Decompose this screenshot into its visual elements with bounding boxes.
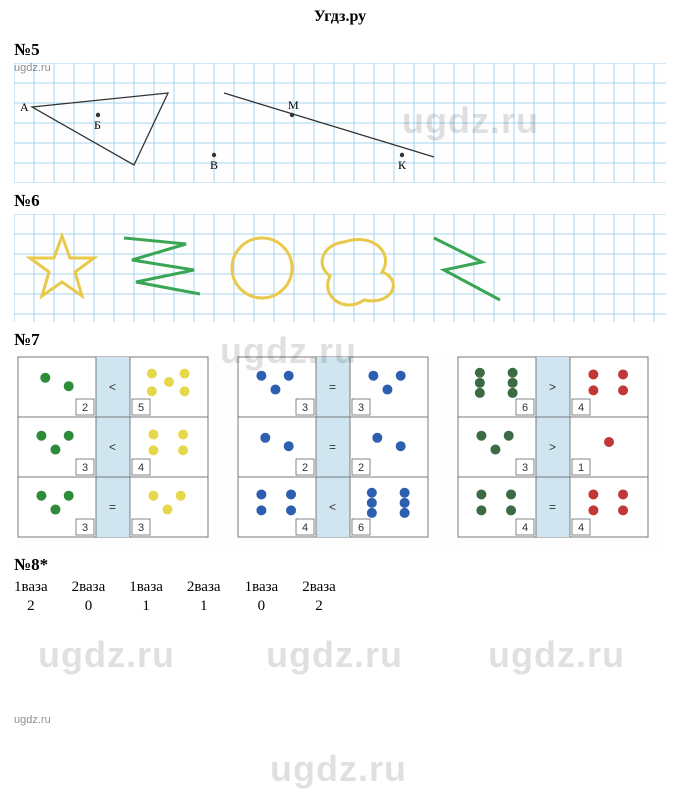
ex8-v5: 0 <box>245 597 303 616</box>
ex8-h1: 1ваза <box>14 578 72 597</box>
ex8-v1: 2 <box>14 597 72 616</box>
ex8-table: 1ваза 2ваза 1ваза 2ваза 1ваза 2ваза 2 0 … <box>14 578 360 616</box>
watermark-big: ugdz.ru <box>266 634 403 676</box>
pt-A: А <box>20 100 29 114</box>
svg-text:2: 2 <box>358 462 364 474</box>
ex8-h6: 2ваза <box>302 578 360 597</box>
watermark-small: ugdz.ru <box>14 714 51 726</box>
svg-text:>: > <box>549 380 556 394</box>
svg-text:1: 1 <box>578 462 584 474</box>
ex7-panel: 3 3 = 2 2 = 4 6 < <box>238 357 428 537</box>
watermark-big: ugdz.ru <box>270 748 407 790</box>
pt-M: М <box>288 98 299 112</box>
svg-text:=: = <box>329 440 336 454</box>
svg-text:4: 4 <box>138 462 144 474</box>
svg-text:<: < <box>109 380 116 394</box>
ex5-grid: А Б М В К <box>14 63 666 183</box>
pt-V: В <box>210 158 218 172</box>
svg-text:=: = <box>549 500 556 514</box>
svg-text:3: 3 <box>358 402 364 414</box>
ex8-h4: 2ваза <box>187 578 245 597</box>
svg-text:=: = <box>109 500 116 514</box>
ex7-panel: 6 4 >3 1 >4 4 = <box>458 357 648 537</box>
site-header: Угдз.ру <box>0 0 680 34</box>
svg-text:6: 6 <box>522 402 528 414</box>
pt-K: К <box>398 158 407 172</box>
ex5-label: №5 <box>14 40 680 60</box>
ex7-label: №7 <box>14 330 680 350</box>
svg-text:<: < <box>109 440 116 454</box>
ex8-label: №8* <box>14 555 680 575</box>
pt-B: Б <box>94 118 101 132</box>
svg-text:<: < <box>329 500 336 514</box>
watermark-big: ugdz.ru <box>38 634 175 676</box>
ex6-grid <box>14 214 666 322</box>
ex8-v2: 0 <box>72 597 130 616</box>
svg-text:3: 3 <box>522 462 528 474</box>
ex6-label: №6 <box>14 191 680 211</box>
ex8-h3: 1ваза <box>129 578 187 597</box>
svg-text:2: 2 <box>82 402 88 414</box>
svg-text:=: = <box>329 380 336 394</box>
ex8-h2: 2ваза <box>72 578 130 597</box>
svg-text:6: 6 <box>358 522 364 534</box>
svg-text:3: 3 <box>138 522 144 534</box>
svg-text:3: 3 <box>82 522 88 534</box>
svg-text:2: 2 <box>302 462 308 474</box>
ex8-h5: 1ваза <box>245 578 303 597</box>
svg-text:4: 4 <box>578 402 584 414</box>
watermark-big: ugdz.ru <box>488 634 625 676</box>
svg-text:3: 3 <box>82 462 88 474</box>
ex7-panel: 2 5 <3 4 <3 3 = <box>18 357 208 537</box>
svg-text:4: 4 <box>302 522 308 534</box>
svg-text:4: 4 <box>522 522 528 534</box>
svg-text:4: 4 <box>578 522 584 534</box>
ex8-v6: 2 <box>302 597 360 616</box>
svg-text:>: > <box>549 440 556 454</box>
svg-text:3: 3 <box>302 402 308 414</box>
svg-text:5: 5 <box>138 402 144 414</box>
ex8-v3: 1 <box>129 597 187 616</box>
ex7-panels: 2 5 <3 4 <3 3 = 3 3 = 2 2 = 4 6 <6 4 >3 1 >4 4 = <box>14 353 666 549</box>
ex8-v4: 1 <box>187 597 245 616</box>
